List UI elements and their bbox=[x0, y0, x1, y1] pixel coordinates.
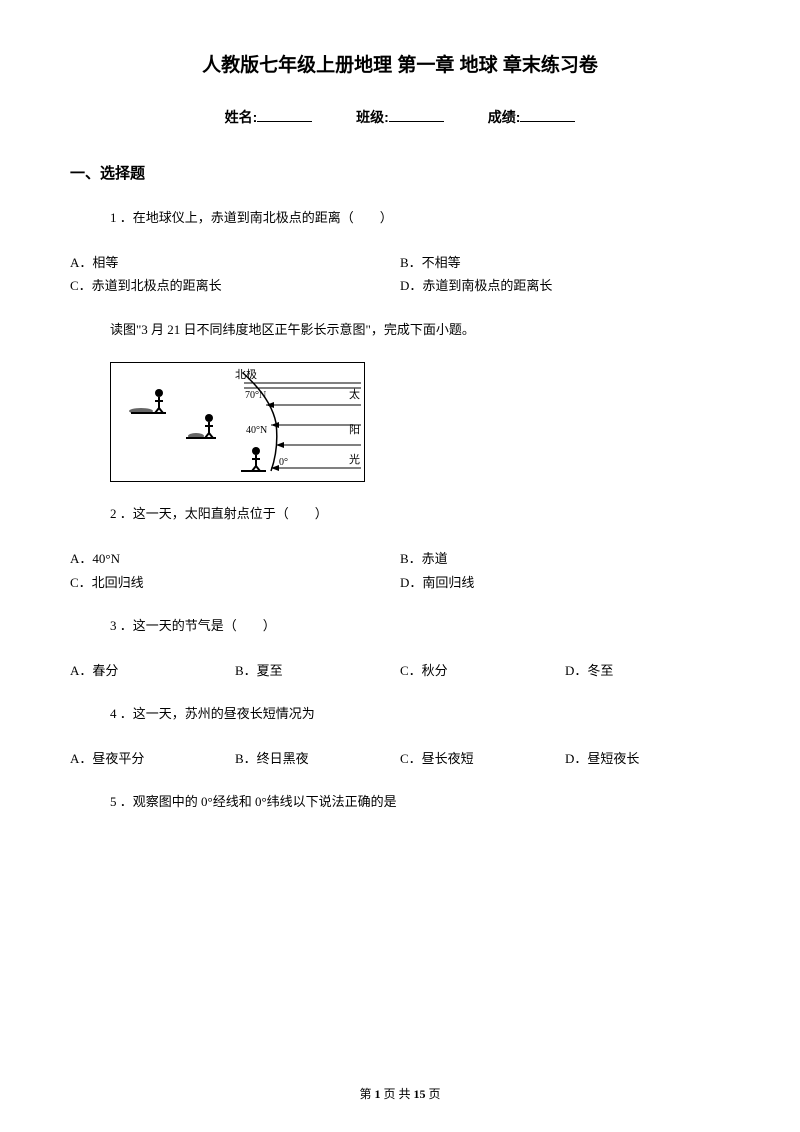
diagram-label-40n: 40°N bbox=[246, 425, 267, 436]
diagram-label-north-pole: 北极 bbox=[235, 367, 257, 381]
question-4-text: 4 ．这一天，苏州的昼夜长短情况为 bbox=[70, 704, 730, 725]
question-1-options: A．相等 B．不相等 C．赤道到北极点的距离长 D．赤道到南极点的距离长 bbox=[70, 251, 730, 298]
q1-opt-b: B．不相等 bbox=[400, 251, 730, 274]
q1-opt-c: C．赤道到北极点的距离长 bbox=[70, 274, 400, 297]
q3-opt-b: B．夏至 bbox=[235, 659, 400, 682]
q4-opt-b: B．终日黑夜 bbox=[235, 747, 400, 770]
score-blank[interactable] bbox=[520, 121, 575, 122]
name-label: 姓名: bbox=[225, 109, 258, 125]
question-5-text: 5 ．观察图中的 0°经线和 0°纬线以下说法正确的是 bbox=[70, 792, 730, 813]
q3-opt-a: A．春分 bbox=[70, 659, 235, 682]
score-label: 成绩: bbox=[488, 109, 521, 125]
diagram-container: 北极 70°N 太 40°N 阳 0° 光 bbox=[110, 362, 730, 482]
question-4-options: A．昼夜平分 B．终日黑夜 C．昼长夜短 D．昼短夜长 bbox=[70, 747, 730, 770]
diagram-ray-1: 太 bbox=[349, 388, 360, 401]
total-pages: 15 bbox=[414, 1087, 426, 1101]
class-label: 班级: bbox=[356, 109, 389, 125]
diagram-ray-3: 光 bbox=[349, 452, 360, 466]
question-3-text: 3 ．这一天的节气是（ ） bbox=[70, 616, 730, 637]
question-3-options: A．春分 B．夏至 C．秋分 D．冬至 bbox=[70, 659, 730, 682]
figure-0-icon bbox=[241, 447, 266, 471]
diagram-ray-2: 阳 bbox=[349, 423, 360, 436]
q4-opt-a: A．昼夜平分 bbox=[70, 747, 235, 770]
page-title: 人教版七年级上册地理 第一章 地球 章末练习卷 bbox=[70, 50, 730, 77]
q1-opt-d: D．赤道到南极点的距离长 bbox=[400, 274, 730, 297]
q2-opt-c: C．北回归线 bbox=[70, 571, 400, 594]
figure-40n-icon bbox=[186, 414, 216, 439]
q3-opt-d: D．冬至 bbox=[565, 659, 730, 682]
diagram-label-0: 0° bbox=[279, 457, 288, 468]
question-intro-2: 读图"3 月 21 日不同纬度地区正午影长示意图"，完成下面小题。 bbox=[70, 320, 730, 341]
page-footer: 第 1 页 共 15 页 bbox=[0, 1085, 800, 1102]
q4-opt-c: C．昼长夜短 bbox=[400, 747, 565, 770]
class-blank[interactable] bbox=[389, 121, 444, 122]
shadow-length-diagram: 北极 70°N 太 40°N 阳 0° 光 bbox=[110, 362, 365, 482]
question-1-text: 1 ．在地球仪上，赤道到南北极点的距离（ ） bbox=[70, 208, 730, 229]
q3-opt-c: C．秋分 bbox=[400, 659, 565, 682]
q2-opt-a: A．40°N bbox=[70, 547, 400, 570]
figure-70n-icon bbox=[129, 389, 166, 414]
name-blank[interactable] bbox=[257, 121, 312, 122]
question-2-text: 2 ．这一天，太阳直射点位于（ ） bbox=[70, 504, 730, 525]
q2-opt-b: B．赤道 bbox=[400, 547, 730, 570]
q2-opt-d: D．南回归线 bbox=[400, 571, 730, 594]
q4-opt-d: D．昼短夜长 bbox=[565, 747, 730, 770]
q1-opt-a: A．相等 bbox=[70, 251, 400, 274]
section-header-choice: 一、选择题 bbox=[70, 162, 730, 183]
student-info-line: 姓名: 班级: 成绩: bbox=[70, 107, 730, 127]
question-2-options: A．40°N B．赤道 C．北回归线 D．南回归线 bbox=[70, 547, 730, 594]
diagram-label-70n: 70°N bbox=[245, 390, 266, 401]
